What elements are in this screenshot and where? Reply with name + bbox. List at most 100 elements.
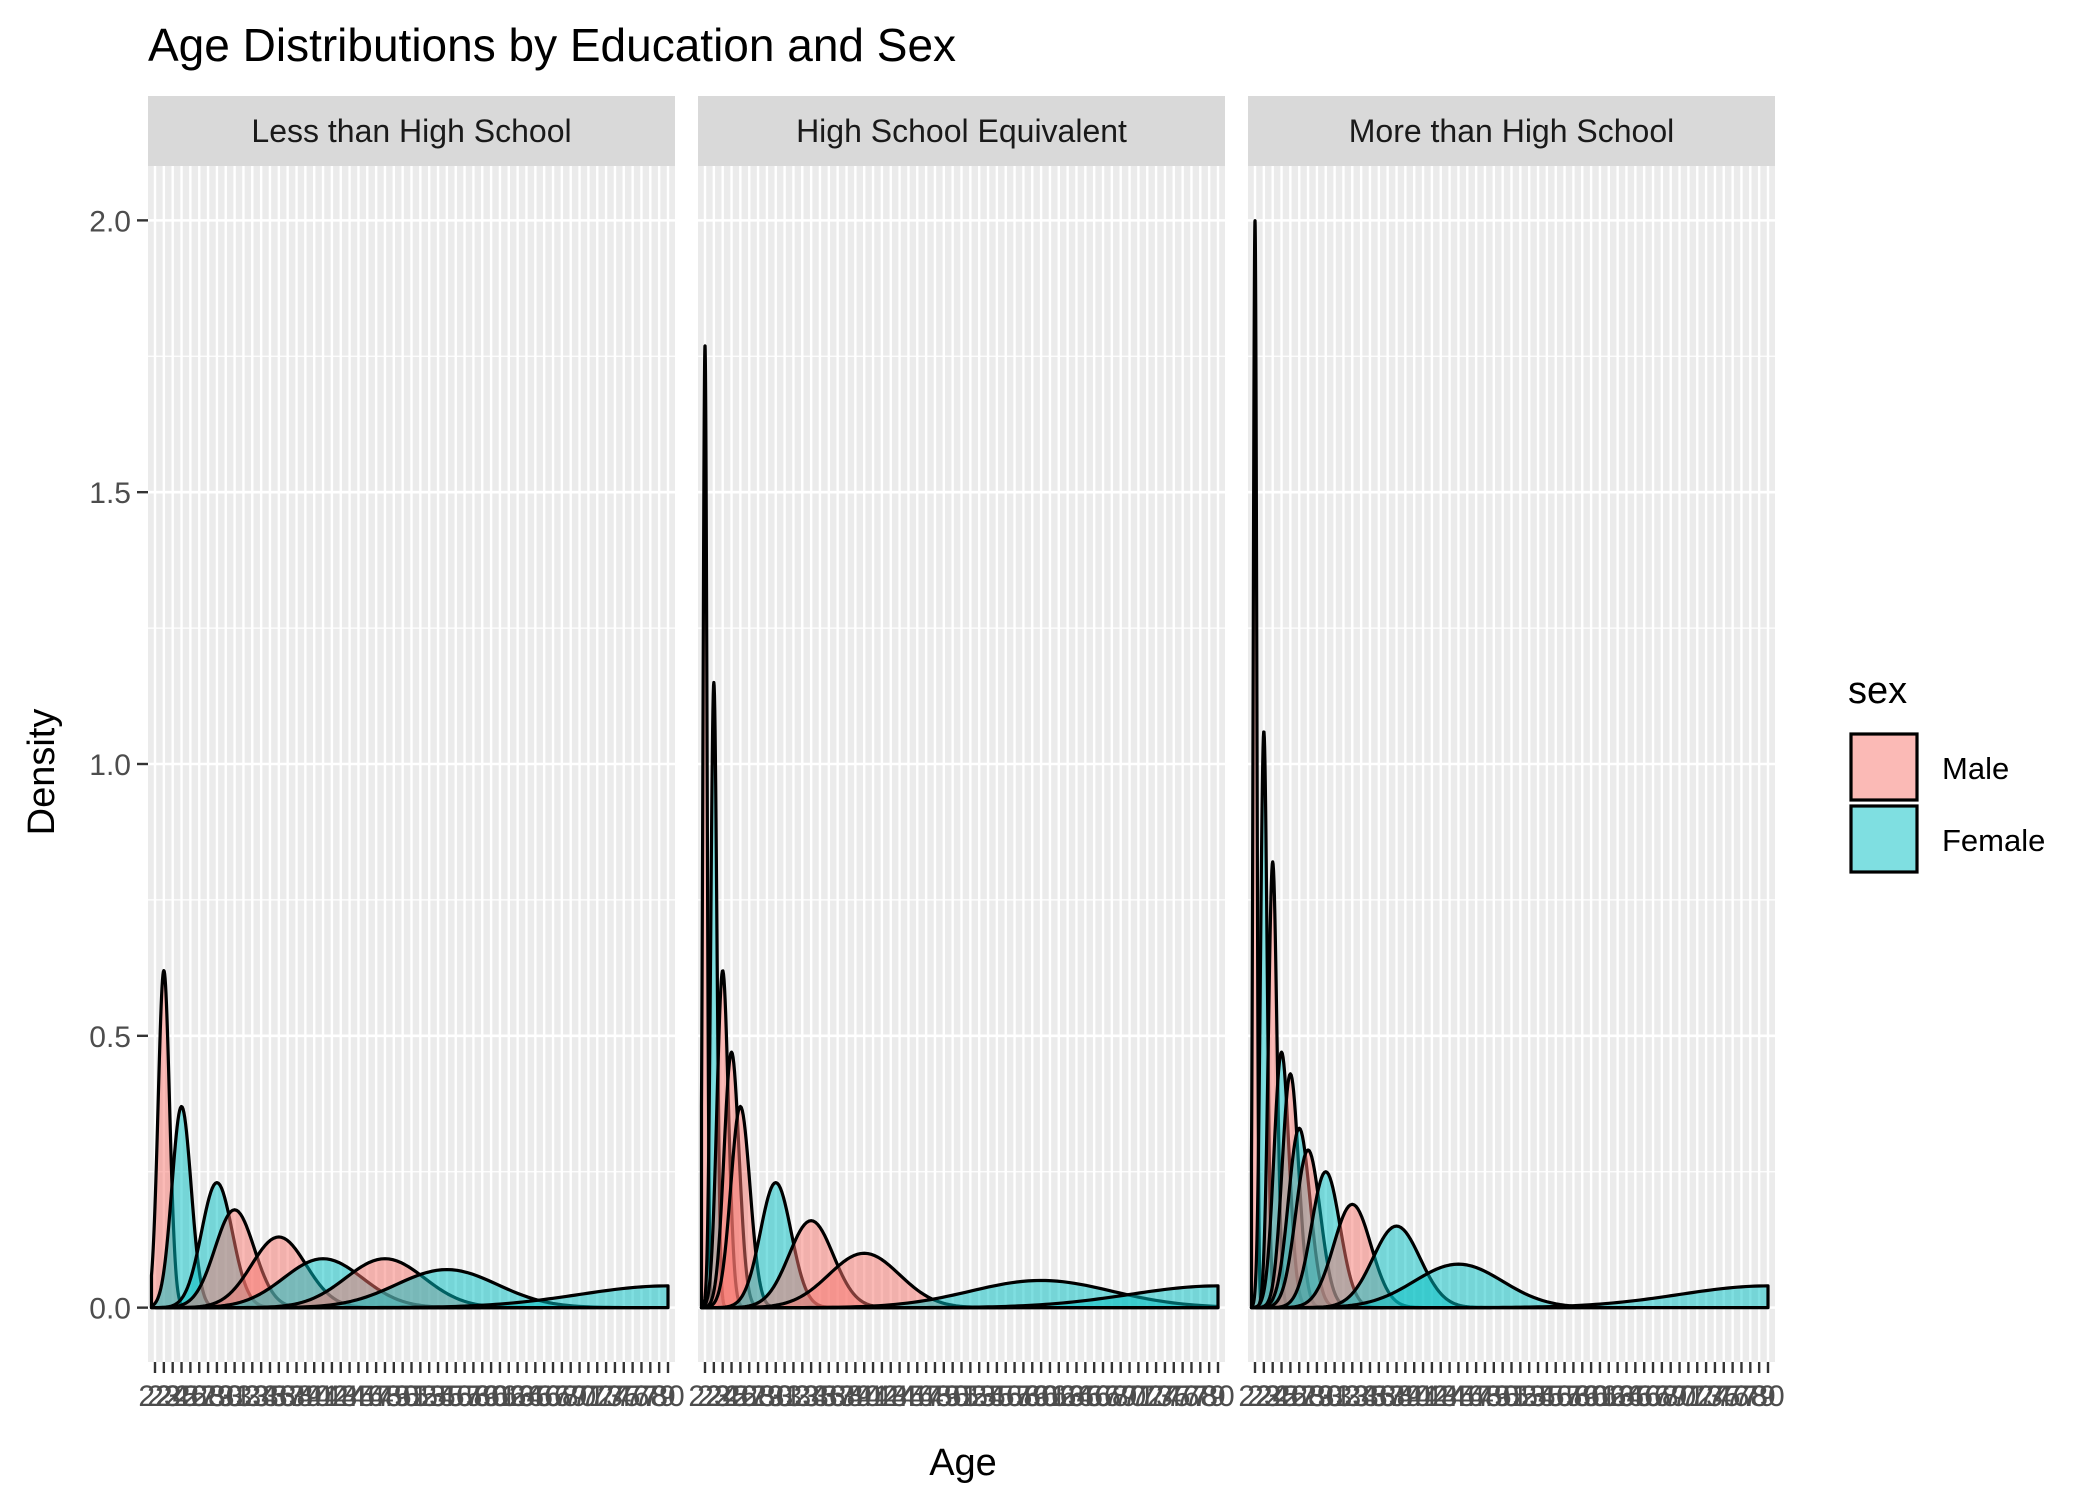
x-tick-label: 33: [786, 1380, 819, 1413]
x-tick-label: 65: [519, 1380, 552, 1413]
x-tick-label: 56: [1539, 1380, 1572, 1413]
x-tick-label: 57: [1548, 1380, 1581, 1413]
legend-key-male: [1849, 732, 1919, 802]
x-tick-label: 29: [1300, 1380, 1333, 1413]
x-tick-label: 46: [1451, 1380, 1484, 1413]
x-tick-label: 49: [377, 1380, 410, 1413]
x-tick-label: 28: [741, 1380, 774, 1413]
x-tick-label: 53: [413, 1380, 446, 1413]
x-tick-label: 27: [733, 1380, 766, 1413]
x-tick-label: 33: [1336, 1380, 1369, 1413]
facet-panel: Less than High School2223242526272829303…: [138, 96, 685, 1445]
y-axis: 0.0 0.5 1.0 1.5 2.0: [89, 205, 148, 1326]
x-tick-label: 39: [1389, 1380, 1422, 1413]
x-tick-label: 80: [1201, 1380, 1234, 1413]
x-tick-label: 33: [236, 1380, 269, 1413]
y-tick-label: 1.0: [89, 749, 131, 782]
x-tick-label: 39: [839, 1380, 872, 1413]
x-tick-label: 58: [1557, 1380, 1590, 1413]
x-tick-label: 25: [715, 1380, 748, 1413]
x-tick-label: 46: [351, 1380, 384, 1413]
x-tick-label: 70: [563, 1380, 596, 1413]
x-tick-label: 41: [1406, 1380, 1439, 1413]
x-tick-label: 41: [856, 1380, 889, 1413]
x-tick-label: 52: [954, 1380, 987, 1413]
x-tick-label: 55: [430, 1380, 463, 1413]
x-tick-label: 40: [848, 1380, 881, 1413]
x-tick-label: 57: [448, 1380, 481, 1413]
x-tick-label: 54: [971, 1380, 1004, 1413]
x-tick-label: 67: [536, 1380, 569, 1413]
x-tick-label: 60: [474, 1380, 507, 1413]
x-tick-label: 80: [1751, 1380, 1784, 1413]
density-series: [149, 969, 670, 1310]
facet-panel: More than High School2223242526272829303…: [1238, 96, 1785, 1445]
x-tick-label: 23: [147, 1380, 180, 1413]
x-tick-label: 72: [581, 1380, 614, 1413]
facet-panels: Less than High School2223242526272829303…: [138, 96, 1785, 1445]
x-tick-label: 79: [1192, 1380, 1225, 1413]
x-tick-label: 46: [901, 1380, 934, 1413]
x-tick-label: 48: [368, 1380, 401, 1413]
x-tick-label: 37: [271, 1380, 304, 1413]
x-tick-label: 40: [298, 1380, 331, 1413]
x-tick-label: 71: [572, 1380, 605, 1413]
x-tick-label: 37: [1371, 1380, 1404, 1413]
x-tick-label: 29: [200, 1380, 233, 1413]
x-tick-label: 31: [1318, 1380, 1351, 1413]
x-axis: 2223242526272829303132333435363738394041…: [1238, 1362, 1785, 1413]
legend-label-female: Female: [1942, 823, 2045, 858]
y-tick-label: 1.5: [89, 477, 131, 510]
x-tick-label: 72: [1681, 1380, 1714, 1413]
x-tick-label: 66: [1077, 1380, 1110, 1413]
x-tick-label: 80: [651, 1380, 684, 1413]
x-tick-label: 65: [1069, 1380, 1102, 1413]
x-tick-label: 22: [138, 1380, 171, 1413]
density-curve-female: [312, 1284, 670, 1310]
x-tick-label: 52: [1504, 1380, 1537, 1413]
x-tick-label: 43: [1424, 1380, 1457, 1413]
facet-strip: [698, 96, 1225, 166]
x-tick-label: 54: [1521, 1380, 1554, 1413]
x-tick-label: 56: [989, 1380, 1022, 1413]
x-tick-label: 34: [1344, 1380, 1377, 1413]
legend-label-male: Male: [1942, 751, 2009, 786]
x-tick-label: 38: [280, 1380, 313, 1413]
legend-title: sex: [1848, 670, 1907, 712]
x-tick-label: 48: [918, 1380, 951, 1413]
x-tick-label: 72: [1131, 1380, 1164, 1413]
x-tick-label: 61: [483, 1380, 516, 1413]
x-tick-label: 79: [1742, 1380, 1775, 1413]
x-tick-label: 77: [1175, 1380, 1208, 1413]
x-tick-label: 62: [1042, 1380, 1075, 1413]
x-tick-label: 38: [830, 1380, 863, 1413]
x-tick-label: 64: [1060, 1380, 1093, 1413]
x-tick-label: 69: [1104, 1380, 1137, 1413]
x-tick-label: 53: [963, 1380, 996, 1413]
x-tick-label: 58: [1007, 1380, 1040, 1413]
x-tick-label: 30: [209, 1380, 242, 1413]
x-tick-label: 36: [262, 1380, 295, 1413]
x-tick-label: 50: [386, 1380, 419, 1413]
y-tick-label: 0.0: [89, 1293, 131, 1326]
x-tick-label: 27: [1283, 1380, 1316, 1413]
x-tick-label: 32: [1327, 1380, 1360, 1413]
x-tick-label: 67: [1636, 1380, 1669, 1413]
x-tick-label: 50: [1486, 1380, 1519, 1413]
x-tick-label: 42: [865, 1380, 898, 1413]
x-tick-label: 68: [1645, 1380, 1678, 1413]
x-tick-label: 42: [315, 1380, 348, 1413]
x-tick-label: 39: [289, 1380, 322, 1413]
x-tick-label: 51: [945, 1380, 978, 1413]
x-tick-label: 40: [1398, 1380, 1431, 1413]
x-tick-label: 78: [634, 1380, 667, 1413]
x-tick-label: 76: [1166, 1380, 1199, 1413]
x-tick-label: 70: [1663, 1380, 1696, 1413]
x-tick-label: 60: [1574, 1380, 1607, 1413]
x-tick-label: 45: [342, 1380, 375, 1413]
x-tick-label: 29: [750, 1380, 783, 1413]
x-tick-label: 59: [466, 1380, 499, 1413]
x-tick-label: 64: [1610, 1380, 1643, 1413]
x-tick-label: 66: [1627, 1380, 1660, 1413]
x-tick-label: 54: [421, 1380, 454, 1413]
